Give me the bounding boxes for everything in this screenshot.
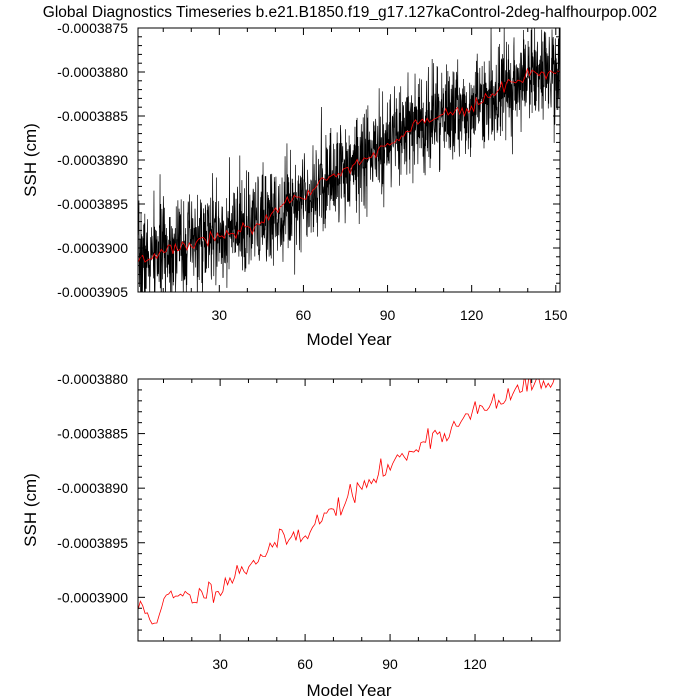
bottom-y-tick-label: -0.0003880 — [57, 371, 128, 387]
bottom-x-tick-label: 30 — [212, 656, 228, 672]
top-x-tick-label: 150 — [544, 307, 568, 323]
top-series-monthly — [138, 28, 560, 292]
bottom-x-tick-label: 120 — [463, 656, 487, 672]
top-x-tick-label: 60 — [296, 307, 312, 323]
bottom-y-tick-label: -0.0003885 — [57, 426, 128, 442]
top-x-tick-label: 120 — [460, 307, 484, 323]
top-y-axis-label: SSH (cm) — [21, 123, 40, 197]
top-y-tick-label: -0.0003890 — [57, 152, 128, 168]
top-x-tick-label: 30 — [212, 307, 228, 323]
top-panel: 30 60 90 120 150 -0.0003875 -0.0003880 -0.00038… — [21, 20, 568, 349]
top-y-tick-label: -0.0003885 — [57, 108, 128, 124]
top-y-tick-label: -0.0003895 — [57, 196, 128, 212]
bottom-x-tick-label: 90 — [382, 656, 398, 672]
bottom-y-axis-label: SSH (cm) — [21, 473, 40, 547]
bottom-series-annual-mean — [138, 379, 555, 625]
top-y-tick-label: -0.0003905 — [57, 284, 128, 300]
bottom-x-axis-label: Model Year — [306, 681, 391, 700]
top-series-annual-mean — [138, 67, 560, 263]
top-y-tick-label: -0.0003875 — [57, 20, 128, 36]
bottom-y-tick-label: -0.0003895 — [57, 535, 128, 551]
top-y-tick-label: -0.0003880 — [57, 64, 128, 80]
chart-title: Global Diagnostics Timeseries b.e21.B185… — [43, 4, 657, 21]
bottom-panel: 30 60 90 120 -0.0003880 -0.0003885 -0.0003890 -… — [21, 371, 561, 700]
bottom-y-tick-label: -0.0003900 — [57, 589, 128, 605]
bottom-x-tick-label: 60 — [297, 656, 313, 672]
top-y-tick-label: -0.0003900 — [57, 240, 128, 256]
bottom-y-tick-label: -0.0003890 — [57, 480, 128, 496]
top-x-axis-label: Model Year — [306, 330, 391, 349]
top-x-tick-label: 90 — [380, 307, 396, 323]
bottom-plot-frame — [137, 378, 561, 642]
